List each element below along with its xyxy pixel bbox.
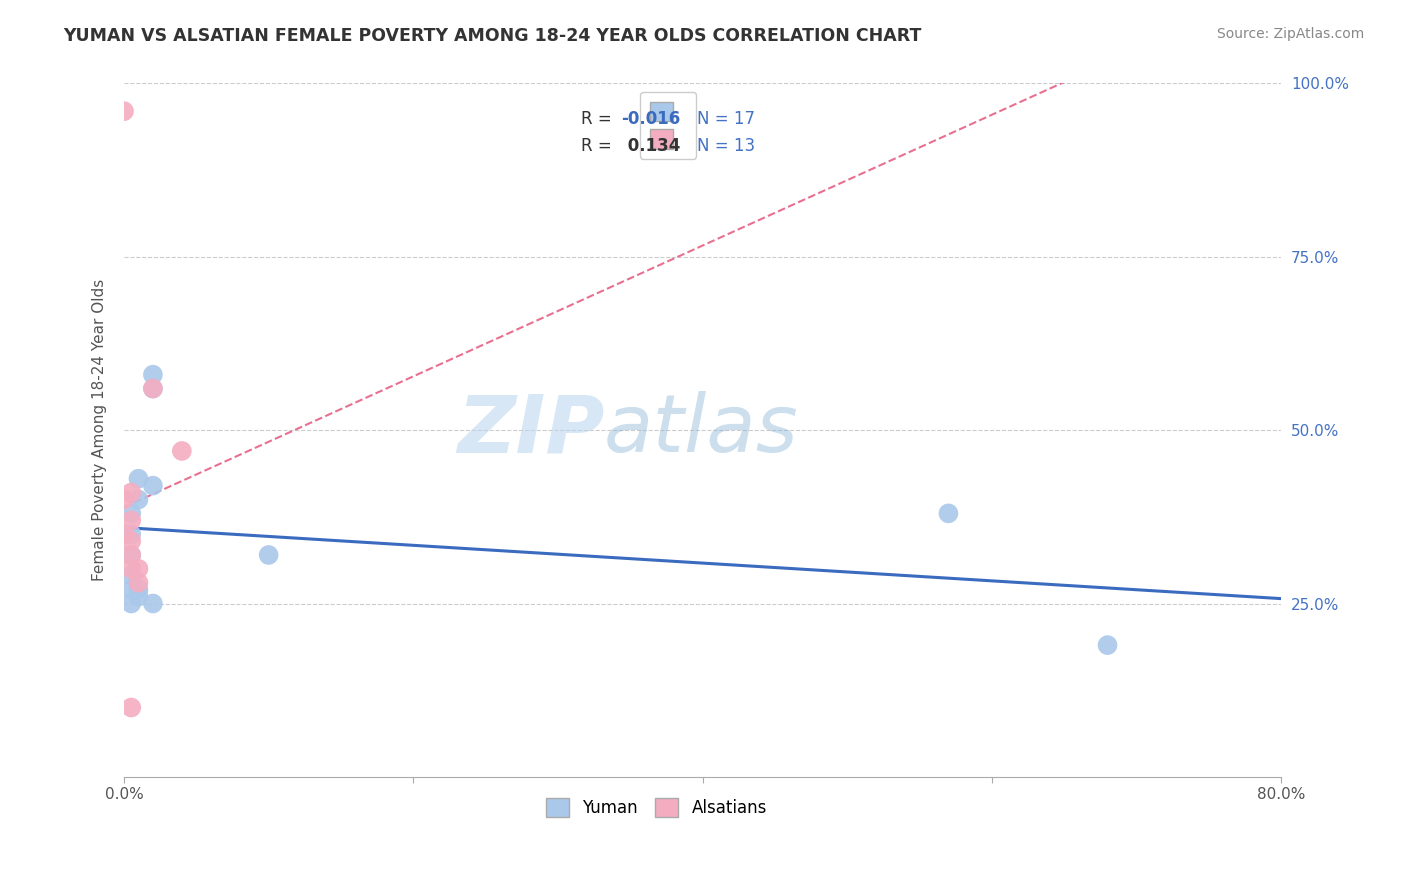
Point	[112, 492, 135, 507]
Point	[127, 492, 149, 507]
Point	[142, 597, 165, 611]
Text: R =: R =	[581, 136, 612, 155]
Text: ZIP: ZIP	[457, 392, 605, 469]
Text: N = 17: N = 17	[697, 111, 755, 128]
Point	[257, 548, 280, 562]
Point	[120, 700, 142, 714]
Point	[127, 582, 149, 597]
Y-axis label: Female Poverty Among 18-24 Year Olds: Female Poverty Among 18-24 Year Olds	[93, 279, 107, 582]
Text: N = 13: N = 13	[697, 136, 755, 155]
Point	[120, 568, 142, 582]
Text: atlas: atlas	[605, 392, 799, 469]
Point	[120, 534, 142, 549]
Point	[142, 478, 165, 492]
Point	[120, 562, 142, 576]
Point	[120, 548, 142, 562]
Point	[112, 527, 135, 541]
Point	[127, 562, 149, 576]
Point	[1097, 638, 1119, 652]
Point	[938, 507, 960, 521]
Text: YUMAN VS ALSATIAN FEMALE POVERTY AMONG 18-24 YEAR OLDS CORRELATION CHART: YUMAN VS ALSATIAN FEMALE POVERTY AMONG 1…	[63, 27, 922, 45]
Point	[120, 513, 142, 527]
Text: 0.134: 0.134	[621, 136, 681, 155]
Point	[120, 485, 142, 500]
Point	[127, 472, 149, 486]
Text: R =: R =	[581, 111, 612, 128]
Point	[142, 382, 165, 396]
Point	[170, 444, 193, 458]
Text: -0.016: -0.016	[621, 111, 681, 128]
Point	[127, 575, 149, 590]
Text: Source: ZipAtlas.com: Source: ZipAtlas.com	[1216, 27, 1364, 41]
Point	[120, 548, 142, 562]
Point	[120, 582, 142, 597]
Point	[120, 597, 142, 611]
Point	[120, 527, 142, 541]
Point	[127, 590, 149, 604]
Legend: Yuman, Alsatians: Yuman, Alsatians	[538, 791, 773, 824]
Point	[120, 507, 142, 521]
Point	[142, 368, 165, 382]
Point	[112, 104, 135, 119]
Point	[142, 382, 165, 396]
